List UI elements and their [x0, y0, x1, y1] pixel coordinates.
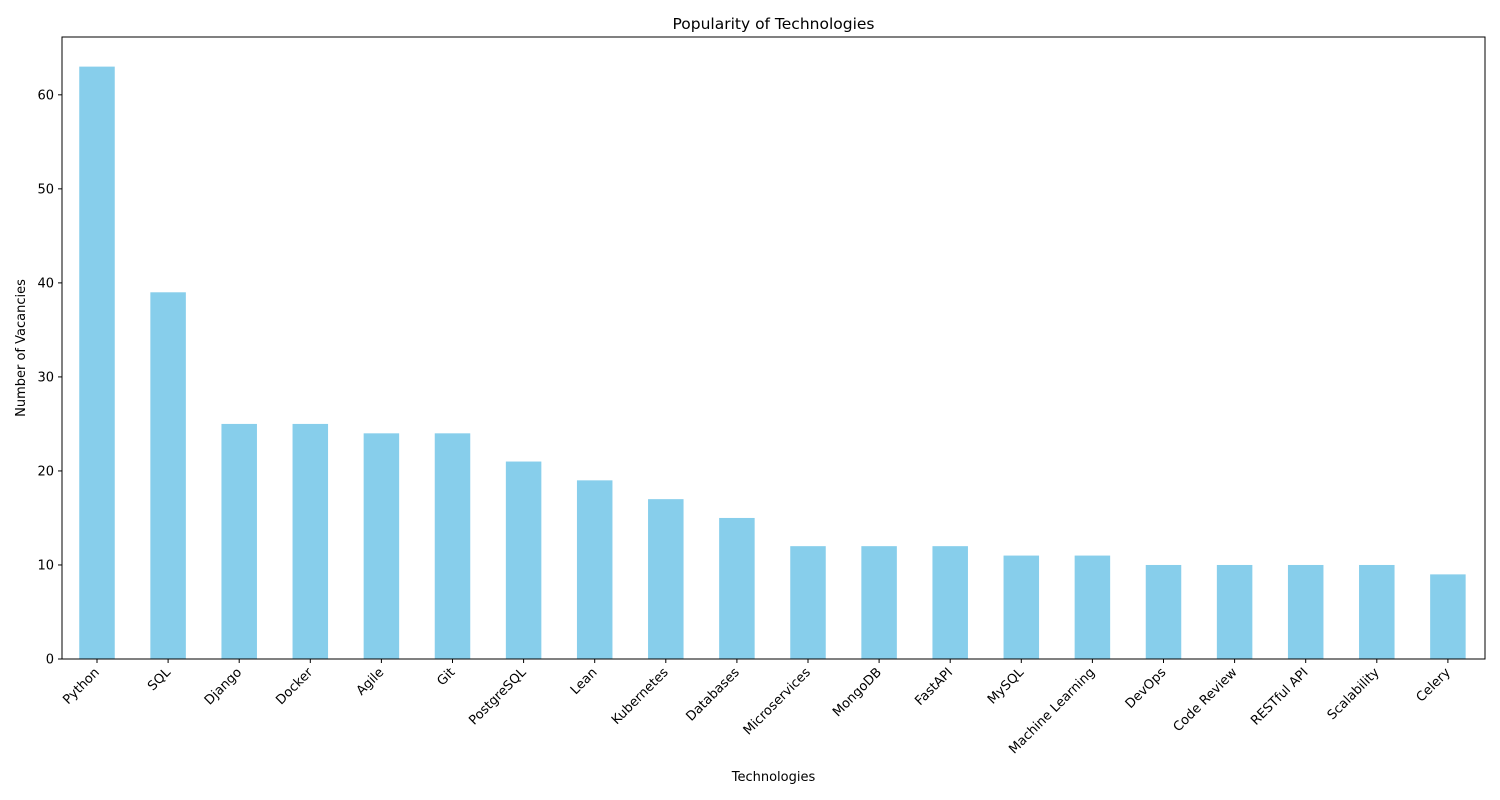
x-tick-label: MySQL — [985, 665, 1028, 708]
bar-agile — [363, 433, 400, 659]
x-tick-label: Microservices — [741, 665, 814, 738]
bar-lean — [576, 480, 613, 659]
x-tick-label: MongoDB — [830, 665, 885, 720]
plot-frame — [61, 36, 1486, 660]
bars-layer — [79, 66, 1466, 660]
x-tick-label: Lean — [568, 665, 601, 698]
bar-celery — [1430, 574, 1466, 659]
bar-git — [434, 433, 471, 659]
x-tick-label: SQL — [145, 665, 174, 694]
bar-mysql — [1003, 555, 1040, 659]
x-tick-label: Celery — [1414, 665, 1454, 705]
bar-scalability — [1359, 564, 1395, 659]
y-tick-label: 20 — [37, 464, 54, 479]
bar-sql — [150, 292, 186, 659]
bar-microservices — [790, 546, 826, 659]
y-tick-label: 10 — [37, 558, 54, 573]
x-axis-ticks: Python SQL Django Docker Agile Git PostgreSQL L… — [60, 659, 1454, 757]
chart-title: Popularity of Technologies — [672, 15, 874, 33]
bar-mongodb — [861, 546, 897, 659]
x-tick-label: RESTful API — [1248, 665, 1311, 728]
y-axis-ticks: 0 10 20 30 40 50 60 — [37, 88, 62, 668]
bar-python — [79, 66, 115, 660]
bar-code-review — [1216, 564, 1253, 659]
bar-docker — [292, 423, 329, 659]
x-tick-label: DevOps — [1123, 665, 1170, 712]
x-tick-label: Agile — [354, 665, 387, 698]
bar-databases — [719, 517, 755, 659]
x-tick-label: Code Review — [1171, 665, 1241, 735]
x-tick-label: Docker — [273, 665, 316, 708]
y-tick-label: 50 — [37, 182, 54, 197]
x-tick-label: Python — [60, 665, 102, 707]
bar-django — [221, 423, 257, 659]
bar-fastapi — [932, 546, 968, 659]
y-tick-label: 30 — [37, 370, 54, 385]
y-axis-title: Number of Vacancies — [14, 279, 29, 417]
x-tick-label: Kubernetes — [609, 665, 672, 728]
y-tick-label: 0 — [46, 653, 54, 668]
bar-kubernetes — [648, 499, 684, 659]
x-tick-label: Git — [434, 665, 458, 689]
y-tick-label: 60 — [37, 88, 54, 103]
x-tick-label: Databases — [683, 665, 742, 724]
y-tick-label: 40 — [37, 276, 54, 291]
x-axis-title: Technologies — [731, 770, 816, 785]
x-tick-label: Django — [202, 665, 245, 708]
bar-postgresql — [505, 461, 542, 659]
bar-machine-learning — [1074, 555, 1111, 659]
x-tick-label: PostgreSQL — [466, 665, 530, 729]
bar-devops — [1145, 564, 1182, 659]
x-tick-label: Scalability — [1325, 665, 1383, 723]
x-tick-label: FastAPI — [912, 665, 956, 709]
bar-restful-api — [1287, 564, 1324, 659]
